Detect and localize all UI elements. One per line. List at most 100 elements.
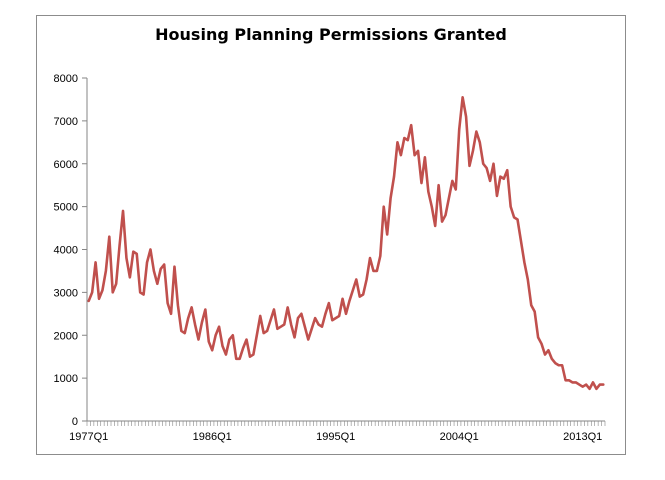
data-point bbox=[280, 325, 282, 328]
data-point bbox=[211, 349, 214, 352]
data-point bbox=[424, 156, 426, 159]
data-point bbox=[153, 270, 155, 272]
data-point bbox=[537, 336, 539, 339]
data-point bbox=[269, 319, 272, 322]
data-point bbox=[105, 270, 107, 272]
data-point bbox=[527, 278, 529, 281]
data-point bbox=[180, 330, 183, 332]
data-point bbox=[417, 150, 419, 152]
data-point bbox=[286, 306, 289, 309]
y-tick-label: 3000 bbox=[54, 287, 78, 299]
data-point bbox=[571, 381, 574, 384]
data-point bbox=[396, 141, 399, 144]
data-point bbox=[372, 270, 375, 272]
data-point bbox=[369, 257, 371, 259]
data-point bbox=[207, 340, 210, 343]
data-point bbox=[520, 240, 522, 242]
data-point bbox=[218, 325, 220, 328]
data-point bbox=[441, 220, 443, 223]
data-point bbox=[376, 270, 378, 272]
y-tick-label: 0 bbox=[72, 416, 78, 428]
data-point bbox=[159, 267, 162, 270]
data-point bbox=[578, 383, 581, 386]
data-point bbox=[101, 289, 104, 292]
y-tick-label: 2000 bbox=[54, 330, 78, 342]
data-point bbox=[489, 180, 491, 182]
data-point bbox=[266, 330, 268, 332]
data-point bbox=[321, 325, 323, 328]
data-point bbox=[557, 364, 560, 367]
data-point bbox=[324, 313, 327, 315]
chart-frame: Housing Planning Permissions Granted bbox=[36, 15, 626, 455]
data-point bbox=[183, 332, 186, 334]
data-point bbox=[87, 300, 90, 302]
data-point bbox=[544, 353, 546, 356]
data-point bbox=[221, 345, 224, 347]
data-point bbox=[242, 347, 244, 349]
y-tick-label: 4000 bbox=[54, 245, 78, 257]
x-tick-label: 2004Q1 bbox=[440, 431, 479, 443]
data-point bbox=[146, 261, 148, 264]
data-point bbox=[252, 353, 255, 356]
data-point bbox=[129, 276, 131, 279]
data-point bbox=[115, 283, 117, 285]
data-point bbox=[472, 150, 474, 152]
data-point bbox=[475, 130, 478, 133]
data-point bbox=[352, 289, 354, 292]
series-marks bbox=[87, 95, 605, 391]
data-point bbox=[108, 235, 111, 238]
data-point bbox=[345, 313, 347, 315]
series-line bbox=[87, 95, 605, 391]
data-point bbox=[122, 210, 124, 212]
data-point bbox=[317, 323, 320, 326]
data-point bbox=[444, 214, 447, 216]
data-point bbox=[149, 248, 152, 251]
x-tick-label: 1995Q1 bbox=[316, 431, 355, 443]
data-point bbox=[132, 250, 135, 253]
data-point bbox=[533, 310, 536, 313]
data-point bbox=[111, 291, 114, 294]
y-tick-label: 5000 bbox=[54, 202, 78, 214]
data-point bbox=[259, 315, 262, 317]
data-point bbox=[461, 96, 464, 99]
y-tick-label: 6000 bbox=[54, 159, 78, 171]
data-point bbox=[139, 291, 141, 294]
data-point bbox=[482, 162, 485, 165]
data-point bbox=[283, 323, 286, 326]
data-point bbox=[91, 291, 93, 294]
data-point bbox=[437, 184, 440, 186]
data-point bbox=[454, 188, 457, 191]
data-point bbox=[568, 379, 570, 382]
data-point bbox=[231, 334, 234, 337]
data-point bbox=[448, 197, 450, 199]
data-point bbox=[427, 190, 430, 193]
data-point bbox=[173, 265, 176, 268]
data-point bbox=[465, 115, 467, 118]
data-point bbox=[125, 257, 128, 259]
data-point bbox=[362, 293, 364, 296]
data-point bbox=[478, 141, 481, 144]
data-point bbox=[273, 308, 275, 311]
data-point bbox=[245, 338, 248, 341]
data-point bbox=[293, 336, 296, 339]
data-point bbox=[451, 180, 454, 182]
data-point bbox=[235, 358, 238, 360]
data-point bbox=[256, 334, 258, 337]
data-point bbox=[386, 233, 388, 236]
data-point bbox=[468, 165, 471, 167]
data-point bbox=[204, 308, 207, 311]
data-point bbox=[334, 317, 337, 319]
data-point bbox=[496, 195, 498, 197]
axes: 0 1000 2000 3000 4000 5000 6000 7000 8000 1977Q1 1… bbox=[54, 73, 606, 443]
data-point bbox=[331, 319, 334, 322]
data-point bbox=[485, 167, 488, 169]
data-point bbox=[163, 263, 165, 266]
x-tick-label: 1977Q1 bbox=[69, 431, 108, 443]
data-point bbox=[135, 252, 138, 255]
data-point bbox=[238, 358, 241, 360]
data-point bbox=[328, 302, 330, 304]
data-point bbox=[98, 298, 100, 300]
data-point bbox=[581, 385, 584, 388]
x-tick-label: 2013Q1 bbox=[563, 431, 602, 443]
